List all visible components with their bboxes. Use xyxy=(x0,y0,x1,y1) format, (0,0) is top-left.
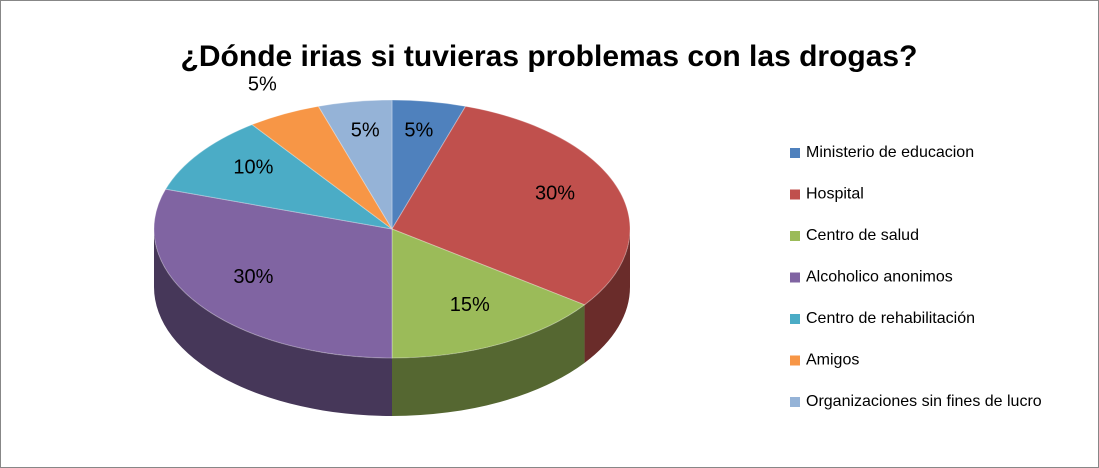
slice xyxy=(251,105,393,230)
slice-side xyxy=(392,304,585,416)
legend-label: Amigos xyxy=(806,352,859,369)
data-label: 5% xyxy=(404,120,433,142)
data-label: 10% xyxy=(233,157,273,179)
data-label: 15% xyxy=(450,294,490,316)
legend-label: Centro de rehabilitación xyxy=(806,310,975,327)
legend-label: Centro de salud xyxy=(806,227,919,244)
slice xyxy=(391,228,586,359)
legend-swatch xyxy=(790,148,800,158)
legend-swatch xyxy=(790,355,800,366)
slice-side xyxy=(584,229,630,363)
legend-label: Ministerio de educacion xyxy=(806,144,974,161)
slice-side xyxy=(154,229,392,416)
slice xyxy=(317,99,393,231)
slice xyxy=(391,105,631,306)
legend-label: Alcoholico anonimos xyxy=(806,269,953,286)
legend-swatch xyxy=(790,272,800,283)
legend-swatch xyxy=(790,189,800,200)
legend-swatch xyxy=(790,397,800,407)
data-label: 30% xyxy=(535,183,575,205)
legend-label: Hospital xyxy=(806,186,864,203)
slice xyxy=(391,99,467,231)
chart-title: ¿Dónde irias si tuvieras problemas con l… xyxy=(181,40,918,73)
data-label: 30% xyxy=(233,266,273,288)
slice xyxy=(164,124,393,230)
legend-label: Organizaciones sin fines de lucro xyxy=(806,393,1042,410)
slice xyxy=(153,188,393,359)
data-label: 5% xyxy=(351,120,380,142)
legend-swatch xyxy=(790,314,800,324)
legend-swatch xyxy=(790,231,800,241)
data-label: 5% xyxy=(248,73,277,95)
